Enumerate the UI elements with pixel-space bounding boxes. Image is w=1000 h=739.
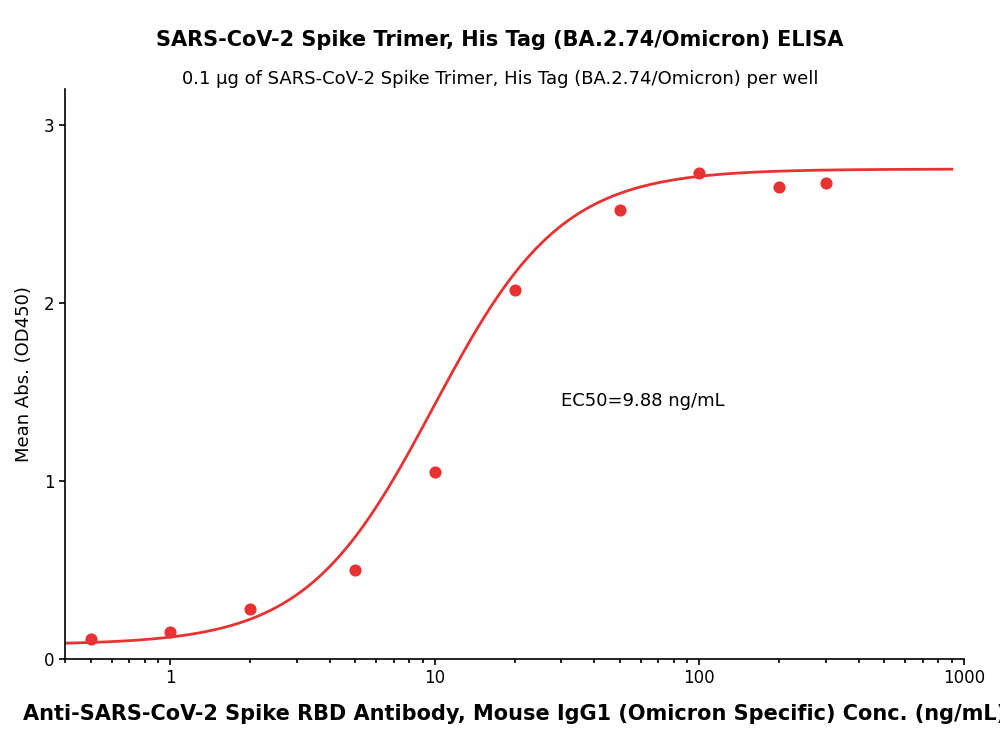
Point — [612, 204, 628, 216]
Point — [347, 564, 363, 576]
Point — [818, 177, 834, 189]
Text: SARS-CoV-2 Spike Trimer, His Tag (BA.2.74/Omicron) ELISA: SARS-CoV-2 Spike Trimer, His Tag (BA.2.7… — [156, 30, 844, 50]
Point — [427, 466, 443, 478]
Point — [242, 603, 258, 615]
Point — [507, 285, 523, 296]
Point — [83, 633, 99, 645]
Text: EC50=9.88 ng/mL: EC50=9.88 ng/mL — [561, 392, 725, 409]
Point — [771, 181, 787, 193]
X-axis label: Anti-SARS-CoV-2 Spike RBD Antibody, Mouse IgG1 (Omicron Specific) Conc. (ng/mL): Anti-SARS-CoV-2 Spike RBD Antibody, Mous… — [23, 704, 1000, 724]
Y-axis label: Mean Abs. (OD450): Mean Abs. (OD450) — [15, 286, 33, 462]
Point — [162, 626, 178, 638]
Text: 0.1 μg of SARS-CoV-2 Spike Trimer, His Tag (BA.2.74/Omicron) per well: 0.1 μg of SARS-CoV-2 Spike Trimer, His T… — [182, 70, 818, 88]
Point — [691, 167, 707, 179]
